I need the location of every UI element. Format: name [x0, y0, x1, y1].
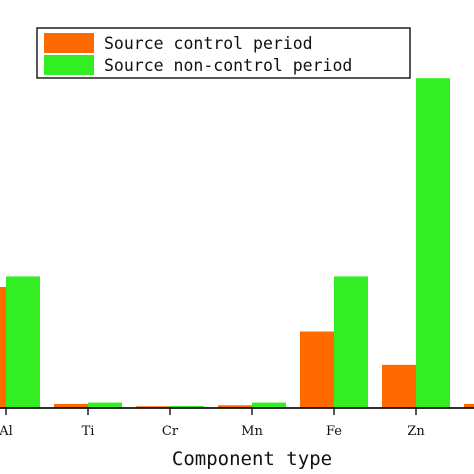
legend: Source control period Source non-control…	[36, 27, 411, 79]
bar-source-control-zn	[382, 364, 416, 408]
x-tick-label-cr: Cr	[162, 424, 179, 439]
bar-source-control-al	[0, 286, 6, 408]
legend-label-source-non-control: Source non-control period	[104, 56, 352, 75]
bar-source-non-control-al	[6, 276, 40, 408]
bar-source-non-control-mn	[252, 402, 286, 408]
bar-source-non-control-zn	[416, 78, 450, 408]
legend-swatch-source-non-control	[44, 55, 94, 75]
bar-source-non-control-ti	[88, 402, 122, 408]
bar-source-non-control-fe	[334, 276, 368, 408]
x-tick-label-al: Al	[0, 424, 13, 439]
x-tick-label-fe: Fe	[326, 424, 342, 439]
x-ticks-layer: Al Ti Cr Mn Fe Zn	[0, 408, 425, 439]
x-tick-label-mn: Mn	[241, 424, 263, 439]
bars-layer	[0, 78, 474, 408]
legend-frame	[36, 27, 411, 79]
x-axis-label: Component type	[172, 448, 332, 470]
bar-source-control-fe	[300, 331, 334, 408]
x-tick-label-zn: Zn	[407, 424, 425, 439]
bar-source-non-control-cr	[170, 405, 204, 408]
bar-source-control-mn	[218, 405, 252, 408]
legend-label-source-control: Source control period	[104, 34, 313, 53]
bar-source-control-ti	[54, 403, 88, 408]
bar-source-control-extra	[464, 403, 474, 408]
x-tick-label-ti: Ti	[82, 424, 95, 439]
legend-swatch-source-control	[44, 33, 94, 53]
